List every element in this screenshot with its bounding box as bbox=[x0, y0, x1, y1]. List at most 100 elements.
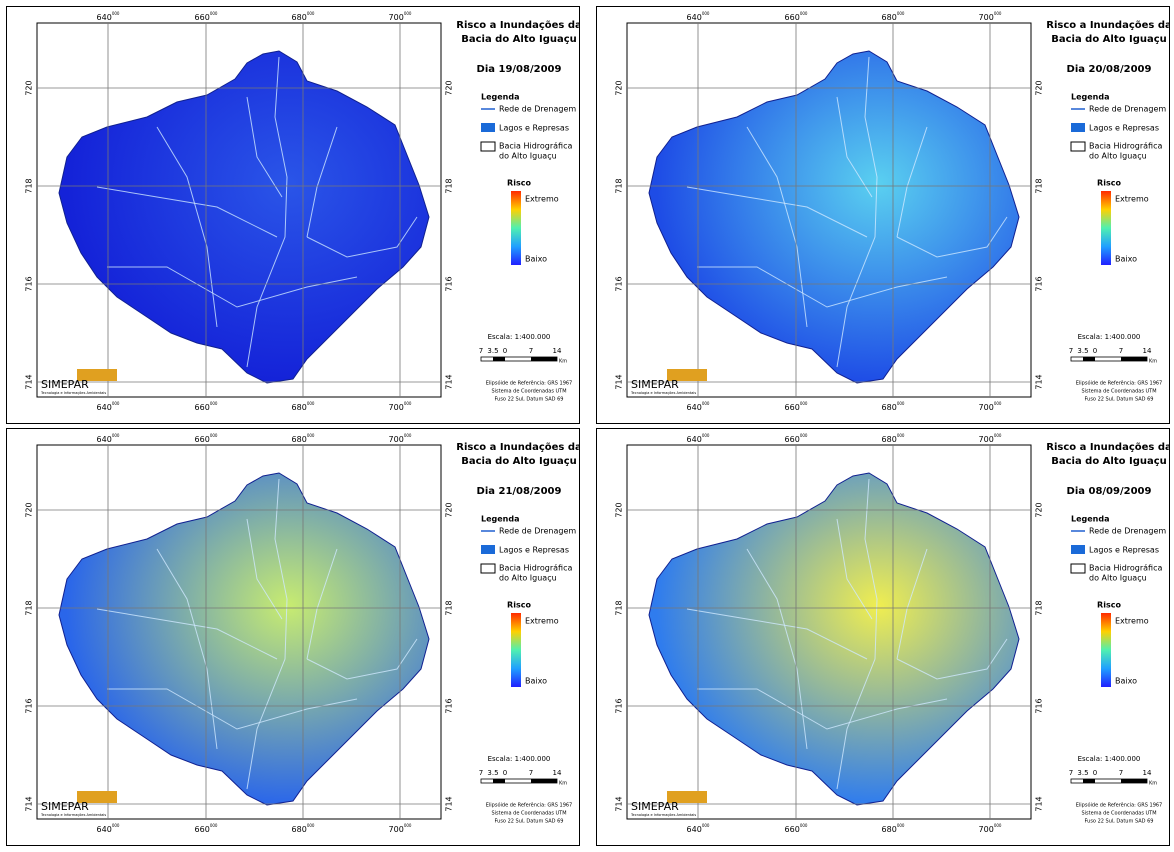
projection: Sistema de Coordenadas UTM bbox=[491, 389, 566, 395]
risk-low: Baixo bbox=[1115, 677, 1137, 686]
map-panel: 6400006400006600006600006800006800007000… bbox=[6, 428, 580, 846]
label-suffix: 000 bbox=[307, 401, 315, 406]
x-grid-label: 660000 bbox=[195, 11, 218, 22]
x-grid-label: 680000 bbox=[882, 823, 905, 834]
projection: Fuso 22 Sul, Datum SAD 69 bbox=[1085, 819, 1154, 825]
y-grid-label: 720 bbox=[615, 80, 624, 95]
projection: Fuso 22 Sul, Datum SAD 69 bbox=[1085, 397, 1154, 403]
legend-item: Bacia Hidrográfica bbox=[499, 564, 572, 573]
date: Dia 21/08/2009 bbox=[477, 486, 562, 497]
x-grid-label: 680000 bbox=[882, 401, 905, 412]
label-suffix: 000 bbox=[800, 11, 808, 16]
label-suffix: 000 bbox=[800, 401, 808, 406]
x-grid-label: 660000 bbox=[785, 11, 808, 22]
legend-item: Bacia Hidrográfica bbox=[1089, 564, 1162, 573]
risk-low: Baixo bbox=[525, 255, 547, 264]
risk-low: Baixo bbox=[1115, 255, 1137, 264]
risk-title: Risco bbox=[507, 601, 531, 610]
y-grid-label: 718 bbox=[25, 178, 34, 193]
legend-lake bbox=[1071, 545, 1085, 554]
label-suffix: 000 bbox=[112, 11, 120, 16]
y-grid-label: 716 bbox=[1035, 276, 1044, 291]
x-grid-label: 700000 bbox=[389, 433, 412, 444]
label-suffix: 000 bbox=[404, 401, 412, 406]
label: 700 bbox=[979, 825, 994, 834]
risk-high: Extremo bbox=[1115, 195, 1149, 204]
projection: Elipsóide de Referência: GRS 1967 bbox=[486, 380, 573, 387]
label: 660 bbox=[785, 825, 800, 834]
logo-name: SIMEPAR bbox=[631, 378, 679, 391]
y-grid-label: 718 bbox=[615, 178, 624, 193]
logo-name: SIMEPAR bbox=[631, 800, 679, 813]
y-grid-label: 716 bbox=[445, 698, 454, 713]
label: 660 bbox=[195, 403, 210, 412]
scale-unit: Km bbox=[559, 359, 567, 365]
risk-high: Extremo bbox=[1115, 617, 1149, 626]
scale-label: 14 bbox=[1143, 347, 1152, 355]
label: 660 bbox=[195, 825, 210, 834]
legend-title: Legenda bbox=[481, 515, 520, 524]
logo-tagline: Tecnologia e Informações Ambientais bbox=[40, 813, 106, 817]
risk-colorbar bbox=[511, 191, 521, 265]
label: 700 bbox=[389, 13, 404, 22]
label: 700 bbox=[389, 435, 404, 444]
legend-basin bbox=[481, 564, 495, 573]
x-grid-label: 700000 bbox=[389, 823, 412, 834]
projection: Sistema de Coordenadas UTM bbox=[1081, 389, 1156, 395]
scale-label: 3.5 bbox=[487, 347, 498, 355]
y-grid-label: 714 bbox=[1035, 374, 1044, 389]
x-grid-label: 640000 bbox=[687, 433, 710, 444]
y-grid-label: 718 bbox=[445, 600, 454, 615]
map-panel: 6400006400006600006600006800006800007000… bbox=[596, 428, 1170, 846]
label: 660 bbox=[785, 13, 800, 22]
x-grid-label: 660000 bbox=[195, 823, 218, 834]
label: 640 bbox=[97, 435, 112, 444]
label-suffix: 000 bbox=[307, 433, 315, 438]
label: 640 bbox=[687, 825, 702, 834]
x-grid-label: 640000 bbox=[687, 401, 710, 412]
y-grid-label: 716 bbox=[25, 698, 34, 713]
scale-text: Escala: 1:400.000 bbox=[488, 755, 551, 763]
x-grid-label: 660000 bbox=[785, 401, 808, 412]
logo-tagline: Tecnologia e Informações Ambientais bbox=[40, 391, 106, 395]
label-suffix: 000 bbox=[404, 433, 412, 438]
scale-label: 7 bbox=[479, 347, 483, 355]
label: 660 bbox=[195, 435, 210, 444]
scale-label: 7 bbox=[1119, 769, 1123, 777]
legend-lake bbox=[481, 545, 495, 554]
label: 640 bbox=[97, 403, 112, 412]
label: 660 bbox=[785, 435, 800, 444]
x-grid-label: 640000 bbox=[97, 11, 120, 22]
logo-tagline: Tecnologia e Informações Ambientais bbox=[630, 813, 696, 817]
x-grid-label: 680000 bbox=[292, 401, 315, 412]
label-suffix: 000 bbox=[897, 401, 905, 406]
risk-title: Risco bbox=[507, 179, 531, 188]
scale-label: 3.5 bbox=[487, 769, 498, 777]
label: 680 bbox=[882, 13, 897, 22]
y-grid-label: 714 bbox=[25, 796, 34, 811]
scale-label: 0 bbox=[503, 347, 507, 355]
risk-colorbar bbox=[1101, 613, 1111, 687]
legend-item: do Alto Iguaçu bbox=[1089, 152, 1147, 161]
legend-item: do Alto Iguaçu bbox=[499, 152, 557, 161]
label-suffix: 000 bbox=[800, 823, 808, 828]
date: Dia 20/08/2009 bbox=[1067, 64, 1152, 75]
label: 640 bbox=[687, 435, 702, 444]
risk-colorbar bbox=[1101, 191, 1111, 265]
legend-title: Legenda bbox=[1071, 93, 1110, 102]
risk-high: Extremo bbox=[525, 195, 559, 204]
label-suffix: 000 bbox=[112, 823, 120, 828]
x-grid-label: 700000 bbox=[979, 11, 1002, 22]
scale-label: 3.5 bbox=[1077, 347, 1088, 355]
scale-segment bbox=[1083, 357, 1095, 361]
projection: Fuso 22 Sul, Datum SAD 69 bbox=[495, 397, 564, 403]
legend-item: Rede de Drenagem bbox=[499, 527, 576, 536]
date: Dia 19/08/2009 bbox=[477, 64, 562, 75]
projection: Sistema de Coordenadas UTM bbox=[491, 811, 566, 817]
scale-label: 7 bbox=[1069, 347, 1073, 355]
legend-item: do Alto Iguaçu bbox=[499, 574, 557, 583]
label: 640 bbox=[687, 13, 702, 22]
label-suffix: 000 bbox=[307, 823, 315, 828]
projection: Elipsóide de Referência: GRS 1967 bbox=[486, 802, 573, 809]
label: 700 bbox=[979, 13, 994, 22]
